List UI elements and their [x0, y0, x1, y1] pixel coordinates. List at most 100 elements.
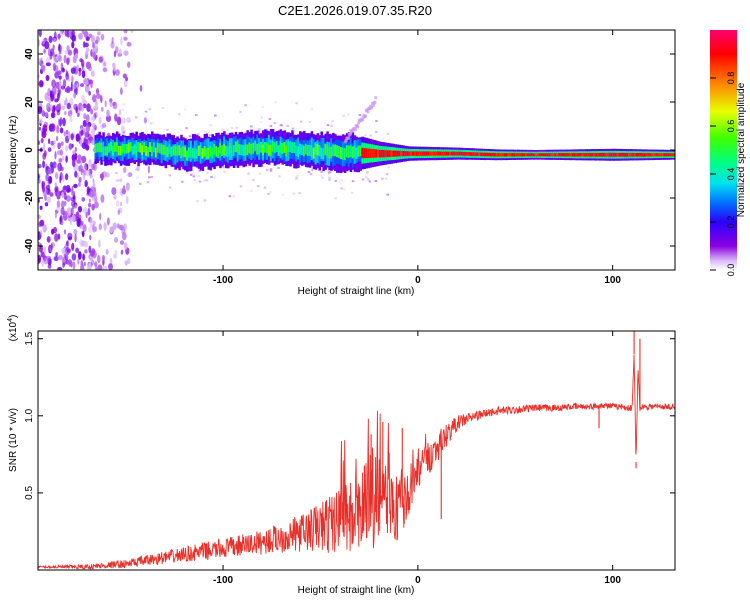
- noise-dot: [69, 113, 73, 123]
- noise-dot: [45, 57, 51, 63]
- band-cell: [464, 152, 468, 156]
- noise-dot: [330, 124, 333, 127]
- noise-dot: [126, 174, 129, 176]
- noise-dot: [83, 207, 88, 214]
- band-cell: [264, 141, 267, 153]
- band-cell: [302, 145, 306, 157]
- noise-dot: [295, 176, 298, 179]
- noise-dot: [239, 185, 243, 188]
- band-cell: [486, 152, 489, 157]
- noise-dot: [83, 42, 89, 48]
- noise-dot: [62, 117, 66, 127]
- band-cell: [394, 150, 398, 157]
- spur-cell: [368, 106, 371, 110]
- noise-dot: [57, 55, 63, 62]
- noise-dot: [52, 144, 56, 149]
- noise-dot: [269, 125, 273, 127]
- noise-dot: [82, 253, 85, 261]
- noise-dot: [56, 135, 59, 142]
- band-cell: [143, 142, 146, 153]
- noise-dot: [112, 222, 117, 231]
- noise-dot: [106, 109, 110, 118]
- band-cell: [412, 151, 415, 156]
- noise-dot: [139, 85, 143, 92]
- colorbar-tick-label: 0.2: [726, 216, 736, 229]
- band-cell: [386, 150, 390, 158]
- band-cell: [326, 144, 329, 157]
- band-cell: [201, 148, 205, 159]
- y-tick-label: -40: [24, 238, 35, 253]
- noise-dot: [67, 131, 71, 140]
- noise-dot: [64, 145, 69, 152]
- spectrogram-x-axis-label: Height of straight line (km): [298, 286, 415, 297]
- band-cell: [160, 144, 164, 155]
- band-cell: [480, 152, 483, 157]
- noise-dot: [100, 174, 104, 181]
- band-cell: [232, 145, 236, 156]
- band-cell: [258, 143, 261, 155]
- noise-dot: [267, 193, 270, 195]
- band-cell: [406, 151, 409, 156]
- band-cell: [369, 148, 372, 158]
- noise-dot: [77, 251, 82, 260]
- noise-dot: [92, 94, 97, 103]
- band-cell: [597, 153, 600, 157]
- noise-dot: [78, 33, 83, 40]
- noise-dot: [53, 140, 56, 145]
- noise-dot: [104, 100, 107, 108]
- band-cell: [402, 151, 405, 157]
- band-cell: [458, 151, 462, 156]
- noise-dot: [38, 179, 41, 184]
- band-cell: [378, 149, 382, 158]
- noise-dot: [98, 117, 102, 125]
- noise-dot: [296, 174, 299, 177]
- noise-dot: [71, 41, 75, 49]
- noise-dot: [41, 259, 45, 267]
- noise-dot: [228, 195, 232, 198]
- band-cell: [410, 151, 413, 156]
- noise-dot: [273, 122, 277, 125]
- band-cell: [585, 153, 588, 157]
- noise-dot: [59, 118, 62, 127]
- noise-dot: [115, 200, 120, 207]
- noise-dot: [74, 170, 78, 178]
- noise-dot: [57, 142, 62, 148]
- noise-dot: [57, 233, 61, 240]
- noise-dot: [125, 182, 130, 191]
- band-cell: [367, 148, 370, 158]
- noise-dot: [85, 124, 91, 133]
- band-cell: [525, 153, 528, 157]
- noise-dot: [198, 169, 201, 172]
- band-cell: [655, 153, 659, 157]
- noise-dot: [366, 171, 369, 174]
- band-cell: [149, 142, 152, 152]
- noise-dot: [55, 252, 58, 257]
- noise-dot: [49, 161, 54, 168]
- noise-dot: [38, 80, 44, 88]
- noise-dot: [60, 166, 64, 172]
- band-cell: [271, 140, 275, 152]
- noise-dot: [55, 81, 60, 89]
- noise-dot: [59, 79, 62, 89]
- noise-dot: [71, 242, 75, 251]
- band-cell: [499, 153, 503, 157]
- noise-dot: [185, 172, 188, 175]
- noise-dot: [38, 242, 41, 247]
- band-cell: [106, 146, 109, 156]
- band-cell: [400, 150, 403, 157]
- noise-dot: [321, 176, 324, 179]
- noise-dot: [222, 166, 225, 169]
- band-cell: [390, 150, 394, 157]
- x-tick-label: 0: [415, 575, 421, 586]
- band-cell: [614, 152, 618, 157]
- noise-dot: [122, 185, 126, 192]
- band-cell: [466, 152, 470, 156]
- band-cell: [415, 151, 419, 156]
- noise-dot: [45, 62, 51, 67]
- noise-dot: [83, 241, 88, 248]
- spectrogram-panel: -100 0 100 -40 -20 0 20 40 Height of straight l…: [8, 29, 676, 297]
- noise-dot: [38, 39, 41, 47]
- band-cell: [462, 151, 466, 156]
- spur-cell: [370, 105, 374, 109]
- band-cell: [215, 146, 218, 157]
